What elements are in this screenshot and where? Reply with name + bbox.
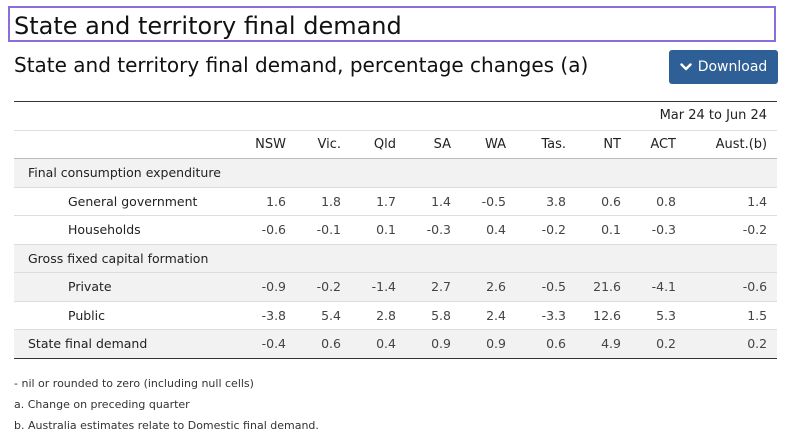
column-header: Vic. xyxy=(296,130,351,159)
final-demand-table: Mar 24 to Jun 24 NSW Vic. Qld SA WA Tas.… xyxy=(14,101,778,359)
table-cell: 1.4 xyxy=(406,187,461,216)
table-cell: 0.2 xyxy=(686,329,778,359)
table-cell: -0.4 xyxy=(234,329,296,359)
table-cell: 12.6 xyxy=(576,301,631,330)
footnote-nil: - nil or rounded to zero (including null… xyxy=(14,377,254,390)
group-row-consumption: Final consumption expenditure xyxy=(14,158,778,188)
footnote-a: a. Change on preceding quarter xyxy=(14,398,190,411)
column-header: Aust.(b) xyxy=(686,130,778,159)
download-button[interactable]: Download xyxy=(669,50,778,84)
table-cell: 4.9 xyxy=(576,329,631,359)
table-cell: -1.4 xyxy=(351,272,406,302)
table-cell: 1.7 xyxy=(351,187,406,216)
section-title: State and territory final demand xyxy=(8,6,776,42)
table-cell: 0.6 xyxy=(516,329,576,359)
table-cell: 1.5 xyxy=(686,301,778,330)
table-cell: -0.5 xyxy=(461,187,516,216)
chevron-down-icon xyxy=(680,62,692,72)
table-cell: 5.8 xyxy=(406,301,461,330)
table-cell: -0.6 xyxy=(234,215,296,245)
table-cell: 2.6 xyxy=(461,272,516,302)
table-cell: -4.1 xyxy=(631,272,686,302)
row-label: Private xyxy=(14,272,234,302)
table-cell: -3.8 xyxy=(234,301,296,330)
table-cell: 0.6 xyxy=(296,329,351,359)
table-title: State and territory final demand, percen… xyxy=(14,53,589,77)
table-cell: 0.2 xyxy=(631,329,686,359)
table-cell: 5.3 xyxy=(631,301,686,330)
table-row-state-final-demand: State final demand -0.4 0.6 0.4 0.9 0.9 … xyxy=(14,329,778,359)
table-cell: -0.9 xyxy=(234,272,296,302)
table-row-households: Households -0.6 -0.1 0.1 -0.3 0.4 -0.2 0… xyxy=(14,215,778,245)
table-cell: -0.3 xyxy=(406,215,461,245)
table-cell: 3.8 xyxy=(516,187,576,216)
row-label: Households xyxy=(14,215,234,245)
table-cell: 1.6 xyxy=(234,187,296,216)
period-label: Mar 24 to Jun 24 xyxy=(234,101,778,131)
column-header: Qld xyxy=(351,130,406,159)
download-label: Download xyxy=(697,59,768,75)
table-row-general-government: General government 1.6 1.8 1.7 1.4 -0.5 … xyxy=(14,187,778,216)
table-cell: -0.1 xyxy=(296,215,351,245)
column-header: NT xyxy=(576,130,631,159)
column-header: ACT xyxy=(631,130,686,159)
footnote-b: b. Australia estimates relate to Domesti… xyxy=(14,419,319,432)
table-cell: 2.8 xyxy=(351,301,406,330)
group-label: Gross fixed capital formation xyxy=(14,244,778,273)
row-label: State final demand xyxy=(14,329,234,359)
table-cell: 0.6 xyxy=(576,187,631,216)
column-header: WA xyxy=(461,130,516,159)
table-cell: -3.3 xyxy=(516,301,576,330)
period-row: Mar 24 to Jun 24 xyxy=(14,101,778,131)
row-label: General government xyxy=(14,187,234,216)
table-cell: 0.9 xyxy=(461,329,516,359)
table-cell: 21.6 xyxy=(576,272,631,302)
table-cell: -0.6 xyxy=(686,272,778,302)
column-header: Tas. xyxy=(516,130,576,159)
table-cell: 2.7 xyxy=(406,272,461,302)
column-header-row: NSW Vic. Qld SA WA Tas. NT ACT Aust.(b) xyxy=(14,130,778,159)
row-label: Public xyxy=(14,301,234,330)
group-row-gfcf: Gross fixed capital formation xyxy=(14,244,778,273)
table-cell: 0.9 xyxy=(406,329,461,359)
table-cell: -0.2 xyxy=(516,215,576,245)
group-label: Final consumption expenditure xyxy=(14,158,778,188)
table-row-private: Private -0.9 -0.2 -1.4 2.7 2.6 -0.5 21.6… xyxy=(14,272,778,302)
table-cell: 0.1 xyxy=(351,215,406,245)
table-cell: -0.3 xyxy=(631,215,686,245)
table-cell: 1.4 xyxy=(686,187,778,216)
column-header: SA xyxy=(406,130,461,159)
table-row-public: Public -3.8 5.4 2.8 5.8 2.4 -3.3 12.6 5.… xyxy=(14,301,778,330)
table-cell: 5.4 xyxy=(296,301,351,330)
table-cell: -0.5 xyxy=(516,272,576,302)
table-cell: 1.8 xyxy=(296,187,351,216)
table-cell: 2.4 xyxy=(461,301,516,330)
column-header: NSW xyxy=(234,130,296,159)
table-cell: -0.2 xyxy=(296,272,351,302)
table-cell: -0.2 xyxy=(686,215,778,245)
footnotes: - nil or rounded to zero (including null… xyxy=(14,373,319,436)
table-cell: 0.4 xyxy=(351,329,406,359)
table-cell: 0.8 xyxy=(631,187,686,216)
table-cell: 0.1 xyxy=(576,215,631,245)
table-cell: 0.4 xyxy=(461,215,516,245)
